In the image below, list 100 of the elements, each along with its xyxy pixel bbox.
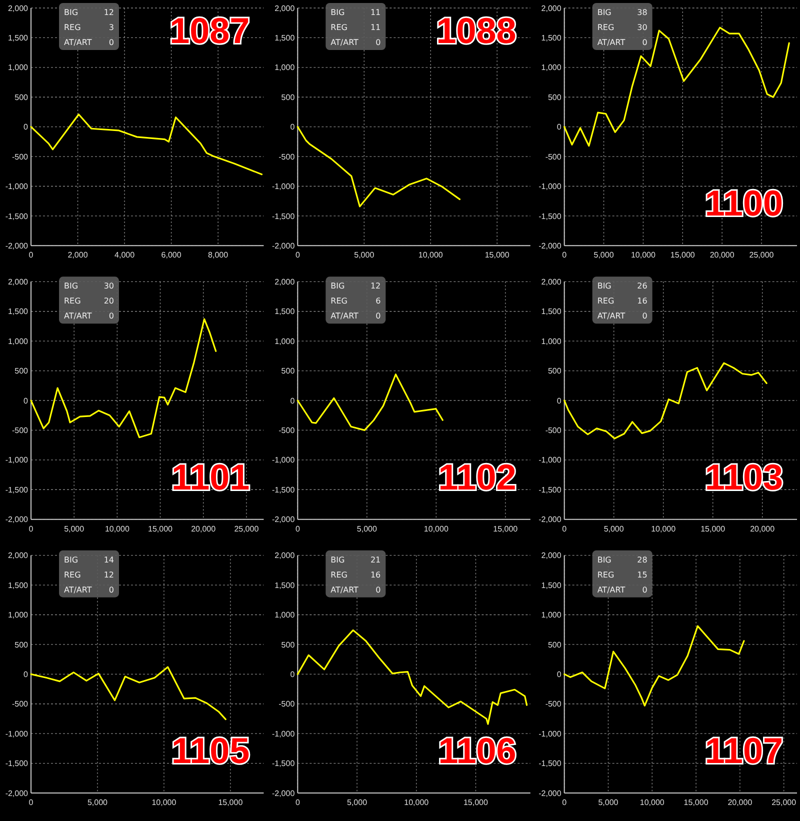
annotation: 12 <box>104 570 114 580</box>
line-series <box>30 666 226 720</box>
annotation: 3 <box>108 23 114 32</box>
y-tick-label: 2,000 <box>8 4 29 13</box>
y-tick-label: 0 <box>24 122 29 132</box>
x-tick-label: 5,000 <box>347 798 368 807</box>
y-tick-label: -1,000 <box>272 182 296 192</box>
y-tick-label: 2,000 <box>274 4 296 13</box>
annotation: REG <box>330 296 348 306</box>
annotation: 30 <box>637 23 648 32</box>
y-tick-label: -2,000 <box>5 788 29 798</box>
annotation: BIG <box>597 555 612 564</box>
annotation: AT/ART <box>330 312 359 321</box>
line-series <box>296 126 461 208</box>
annotation: AT/ART <box>597 38 626 47</box>
x-tick-label: 15,000 <box>493 524 518 534</box>
annotation: AT/ART <box>597 585 626 594</box>
y-tick-label: -500 <box>278 152 296 162</box>
x-tick-label: 20,000 <box>728 798 753 807</box>
text: 1102 <box>438 456 516 498</box>
y-tick-label: -1,500 <box>538 759 562 768</box>
y-tick-label: 0 <box>556 396 562 406</box>
x-tick-label: 5,000 <box>87 798 108 807</box>
x-tick-label: 15,000 <box>484 250 510 260</box>
line-series <box>30 318 217 438</box>
y-tick-label: 0 <box>290 396 296 406</box>
y-tick-label: 2,000 <box>541 551 562 560</box>
x-tick-label: 10,000 <box>640 798 665 807</box>
annotation: 0 <box>642 38 648 47</box>
annotation: 0 <box>642 585 648 594</box>
y-tick-label: -1,500 <box>272 212 296 221</box>
x-tick-label: 5,000 <box>354 250 375 260</box>
x-tick-label: 20,000 <box>750 524 776 534</box>
x-tick-label: 5,000 <box>598 798 619 807</box>
x-tick-label: 5,000 <box>356 524 378 534</box>
y-tick-label: -500 <box>545 426 562 436</box>
annotation: 11 <box>370 8 381 17</box>
y-tick-label: 1,000 <box>541 336 562 346</box>
y-tick-label: -1,500 <box>5 485 29 494</box>
y-tick-label: -1,000 <box>5 456 29 465</box>
y-tick-label: 1,500 <box>8 307 29 316</box>
text: 1100 <box>704 182 783 224</box>
x-tick-label: 10,000 <box>630 250 656 260</box>
y-tick-label: -2,000 <box>272 515 296 524</box>
y-tick-label: -1,000 <box>5 182 29 192</box>
y-tick-label: 1,000 <box>274 610 296 620</box>
x-tick-label: 2,000 <box>68 250 88 260</box>
annotation: 26 <box>637 282 648 291</box>
y-tick-label: 500 <box>281 640 296 650</box>
y-tick-label: -2,000 <box>272 241 296 250</box>
y-tick-label: 500 <box>548 92 562 102</box>
annotation: AT/ART <box>64 312 92 321</box>
chart-title: 1087 <box>170 10 250 51</box>
x-tick-label: 10,000 <box>651 524 676 534</box>
annotation: BIG <box>597 282 612 291</box>
text: 1106 <box>438 730 516 771</box>
y-tick-label: -500 <box>545 700 562 709</box>
y-tick-label: 0 <box>556 122 562 132</box>
annotation: 20 <box>104 296 114 306</box>
annotation: 11 <box>370 23 381 32</box>
y-tick-label: -1,500 <box>538 212 562 221</box>
y-tick-label: -500 <box>545 152 562 162</box>
annotation: 6 <box>376 296 381 306</box>
x-tick-label: 0 <box>562 798 568 807</box>
y-tick-label: 1,500 <box>8 580 29 590</box>
x-tick-label: 5,000 <box>594 250 614 260</box>
annotation: 16 <box>370 570 381 580</box>
y-tick-label: 1,000 <box>8 336 29 346</box>
y-tick-label: 500 <box>14 92 29 102</box>
y-tick-label: 500 <box>548 366 562 376</box>
y-tick-label: 1,500 <box>274 34 296 43</box>
x-tick-label: 5,000 <box>64 524 85 534</box>
y-tick-label: 500 <box>548 640 562 650</box>
y-tick-label: 1,500 <box>274 580 296 590</box>
chart-title: 1088 <box>436 10 516 51</box>
y-tick-label: 1,500 <box>541 580 562 590</box>
line-series <box>564 362 768 440</box>
annotation: 0 <box>108 38 114 47</box>
annotation: REG <box>64 570 81 580</box>
annotation: AT/ART <box>64 38 92 47</box>
annotation: 12 <box>104 8 114 17</box>
y-tick-label: -2,000 <box>5 241 29 250</box>
x-tick-label: 10,000 <box>152 798 177 807</box>
y-tick-label: 1,000 <box>274 63 296 72</box>
annotation: 0 <box>376 312 381 321</box>
y-tick-label: -1,500 <box>538 485 562 494</box>
annotation: REG <box>597 296 614 306</box>
annotation: AT/ART <box>64 585 92 594</box>
text: 1105 <box>172 730 250 771</box>
y-tick-label: 1,500 <box>274 307 296 316</box>
y-tick-label: -500 <box>12 152 29 162</box>
annotation: 0 <box>108 312 114 321</box>
y-tick-label: -500 <box>12 426 29 436</box>
y-tick-label: 500 <box>14 366 29 376</box>
annotation: REG <box>64 296 81 306</box>
annotation: REG <box>330 23 348 32</box>
y-tick-label: 2,000 <box>541 277 562 286</box>
annotation: BIG <box>330 555 345 564</box>
annotation: 0 <box>642 312 648 321</box>
annotation: 15 <box>637 570 648 580</box>
